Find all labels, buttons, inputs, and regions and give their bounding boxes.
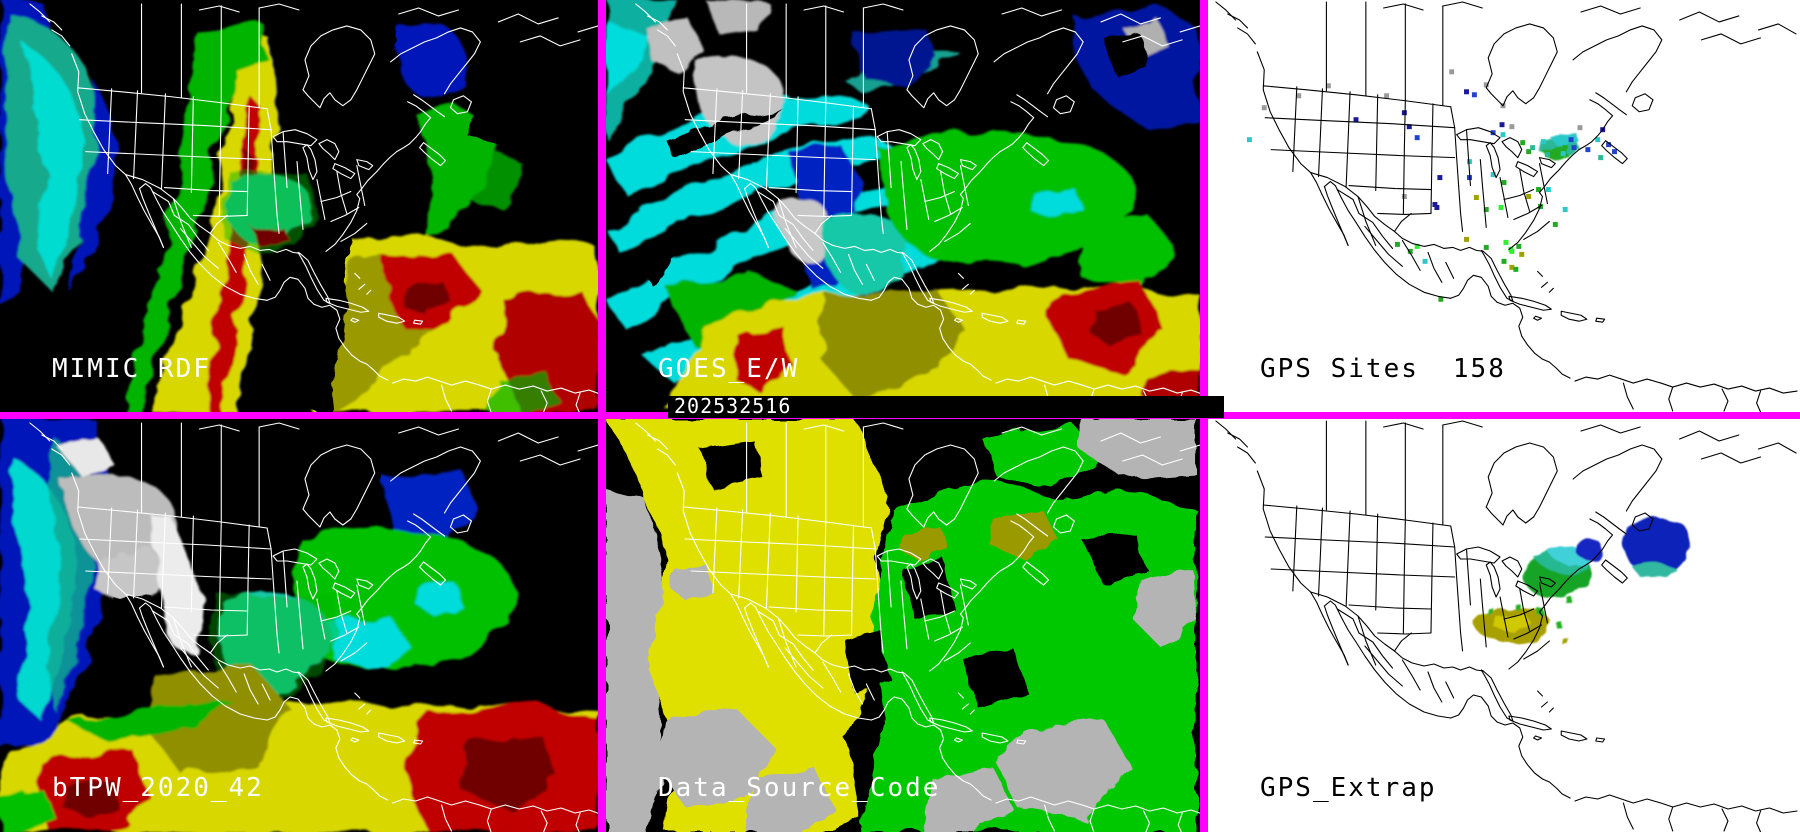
panel-btpw: bTPW_2020_42 (0, 419, 598, 832)
gps-sites-map (1215, 1, 1798, 412)
timestamp-text: 202532516 (674, 394, 792, 418)
panel-label-mimic-rdf: MIMIC RDF (52, 354, 211, 384)
gps-extrap-map (1215, 420, 1798, 832)
panel-data-source-code: Data_Source_Code (606, 419, 1200, 832)
goes-ew-imagery (606, 0, 1200, 412)
panel-goes-ew: GOES_E/W (606, 0, 1200, 412)
gps-sites-text: GPS Sites (1260, 354, 1419, 384)
panel-label-data-source-code: Data_Source_Code (658, 773, 941, 803)
gps-sites-count: 158 (1452, 354, 1506, 384)
panel-mimic-rdf: MIMIC RDF (0, 0, 598, 412)
panel-label-gps-extrap: GPS_Extrap (1260, 773, 1437, 803)
timestamp-bar: 202532516 (668, 396, 1224, 418)
gps-site-dots (1246, 69, 1617, 302)
panel-gps-sites: GPS Sites 158 (1208, 0, 1800, 412)
panel-label-goes-ew: GOES_E/W (658, 354, 800, 384)
swath-gaps (59, 0, 598, 412)
panel-gps-extrap: GPS_Extrap (1208, 419, 1800, 832)
panel-label-gps-sites: GPS Sites 158 (1260, 354, 1506, 384)
data-source-code-imagery (606, 419, 1200, 832)
mimic-rdf-imagery (0, 0, 598, 412)
btpw-imagery (0, 419, 598, 832)
panel-label-btpw: bTPW_2020_42 (52, 773, 264, 803)
